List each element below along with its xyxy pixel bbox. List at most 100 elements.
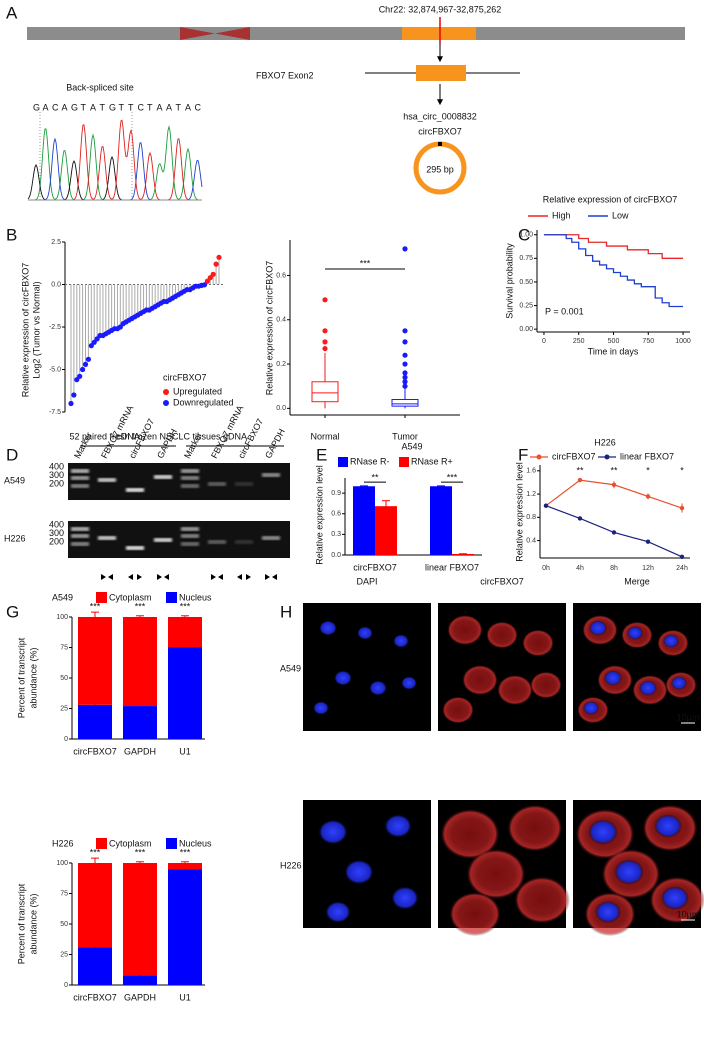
- cytoplasm: [514, 876, 570, 924]
- cytoplasm: [447, 614, 483, 646]
- legend-label: RNase R+: [411, 456, 453, 466]
- point: [645, 539, 651, 544]
- cytoplasm: [497, 674, 533, 706]
- y-axis-label: Relative expression level: [314, 465, 324, 565]
- point: [201, 282, 208, 288]
- y-tick-label: 0.8: [526, 514, 536, 521]
- band: [235, 540, 253, 544]
- exon-label: FBXO7 Exon2: [256, 70, 314, 80]
- chart-title: A549: [52, 592, 73, 602]
- marker-size: 300: [49, 470, 64, 480]
- outlier: [322, 297, 328, 303]
- image-title: Merge: [624, 576, 650, 586]
- row-label: H226: [4, 533, 26, 543]
- band: [208, 482, 226, 486]
- band: [181, 527, 199, 531]
- base: T: [128, 102, 134, 112]
- x-tick-label: 750: [642, 338, 654, 345]
- x-tick-label: 0: [542, 338, 546, 345]
- legend-swatch: [166, 838, 177, 849]
- image-title: circFBXO7: [480, 576, 524, 586]
- x-tick-label: 1000: [675, 338, 691, 345]
- point: [91, 339, 97, 345]
- band: [126, 546, 144, 550]
- significance: ***: [135, 847, 146, 857]
- point: [679, 505, 685, 511]
- legend-label: linear FBXO7: [620, 451, 674, 461]
- point: [68, 400, 74, 407]
- base: A: [166, 102, 172, 112]
- point: [216, 254, 222, 260]
- outlier: [402, 246, 408, 252]
- cytoplasm: [462, 664, 498, 696]
- y-tick-label: 0.6: [331, 511, 341, 518]
- y-axis-label: Relative expression of circFBXO7: [20, 263, 30, 398]
- y-tick-label: 0.75: [519, 255, 533, 262]
- y-tick-label: 0.0: [51, 281, 61, 288]
- point: [611, 482, 617, 487]
- y-axis-label: Relative expression of circFBXO7: [264, 261, 274, 396]
- x-tick-label: GAPDH: [124, 992, 156, 1002]
- y-tick-label: 0.50: [519, 279, 533, 286]
- band: [98, 478, 116, 482]
- significance: **: [576, 465, 584, 475]
- y-tick-label: -7.5: [49, 409, 61, 416]
- outlier: [402, 383, 408, 389]
- band: [126, 488, 144, 492]
- band: [71, 527, 89, 531]
- bar-segment: [123, 617, 157, 707]
- legend-swatch: [96, 592, 107, 603]
- base: A: [185, 102, 191, 112]
- x-tick-label: Tumor: [392, 431, 418, 441]
- cytoplasm: [466, 848, 526, 900]
- chart-title: H226: [52, 838, 74, 848]
- bar-segment: [168, 863, 202, 870]
- y-axis-label: Survival probability: [504, 243, 514, 319]
- significance: ***: [447, 473, 458, 483]
- point: [543, 503, 549, 508]
- point: [85, 356, 92, 362]
- y-tick-label: 25: [60, 705, 68, 712]
- y-tick-label: 0.3: [331, 531, 341, 538]
- band: [71, 484, 89, 488]
- nucleus: [671, 676, 687, 690]
- outlier: [402, 352, 408, 358]
- bar-segment: [78, 863, 112, 948]
- band: [181, 542, 199, 546]
- base: C: [138, 102, 145, 112]
- y-tick-label: 0.0: [276, 405, 286, 412]
- legend-swatch: [399, 457, 409, 467]
- y-tick-label: -5.0: [49, 366, 61, 373]
- y-tick-label: 2.5: [51, 239, 61, 246]
- panel-label: B: [6, 225, 17, 244]
- significance: ***: [180, 601, 191, 611]
- significance: *: [646, 465, 650, 475]
- band: [181, 469, 199, 473]
- x-tick-label: U1: [179, 746, 191, 756]
- base: G: [71, 102, 78, 112]
- band: [71, 469, 89, 473]
- band: [262, 536, 280, 540]
- y-axis-label: Log2 (Tumor vs Normal): [31, 281, 41, 378]
- nucleus: [319, 620, 337, 636]
- base: T: [176, 102, 182, 112]
- outlier: [402, 361, 408, 367]
- legend-marker: [604, 454, 610, 460]
- box: [311, 381, 339, 403]
- significance: ***: [360, 258, 371, 268]
- y-axis-label: Relative expression level: [514, 462, 524, 562]
- y-tick-label: 0.4: [276, 317, 286, 324]
- x-tick-label: 24h: [676, 565, 688, 572]
- point: [213, 261, 219, 267]
- nucleus: [639, 680, 657, 696]
- marker-size: 400: [49, 461, 64, 471]
- outlier: [402, 339, 408, 345]
- nucleus: [589, 620, 607, 636]
- y-tick-label: 1.2: [526, 491, 536, 498]
- cytoplasm: [530, 671, 562, 699]
- scale-bar-label: 10μm: [677, 909, 700, 919]
- x-tick-label: Normal: [310, 431, 339, 441]
- y-tick-label: 25: [60, 951, 68, 958]
- base: T: [147, 102, 153, 112]
